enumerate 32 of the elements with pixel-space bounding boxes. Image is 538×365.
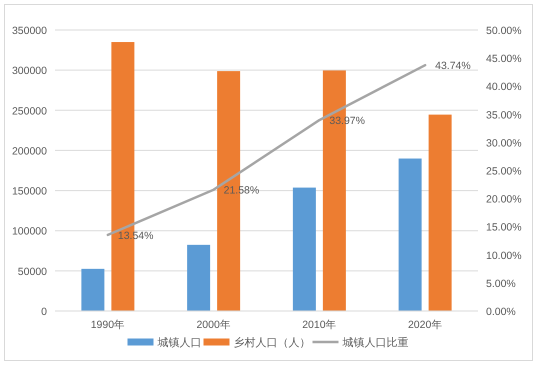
data-label: 43.74%: [435, 60, 471, 72]
bar: [292, 188, 316, 311]
legend-label: 城镇人口: [156, 336, 202, 349]
x-tick-label: 2010年: [302, 319, 337, 331]
bar: [81, 268, 104, 311]
y2-tick-label: 30.00%: [486, 137, 522, 150]
y2-tick-label: 15.00%: [486, 222, 522, 234]
legend-label: 乡村人口（人）: [234, 336, 310, 349]
y-tick-label: 100000: [12, 226, 48, 238]
y-tick-label: 300000: [12, 65, 48, 78]
x-tick-label: 1990年: [90, 319, 126, 331]
y2-tick-label: 10.00%: [486, 250, 522, 262]
y-tick-label: 0: [41, 306, 48, 318]
bar: [187, 244, 210, 311]
x-tick-label: 2000年: [196, 319, 231, 331]
y2-tick-label: 25.00%: [486, 166, 522, 178]
y-tick-label: 250000: [12, 105, 48, 118]
bar: [428, 114, 452, 311]
y2-tick-label: 50.00%: [486, 25, 522, 37]
y-tick-label: 200000: [12, 145, 48, 158]
y2-tick-label: 40.00%: [486, 81, 522, 94]
y2-tick-label: 20.00%: [486, 194, 522, 206]
y2-tick-label: 45.00%: [486, 53, 522, 66]
y2-tick-label: 0.00%: [486, 306, 516, 318]
y-tick-label: 150000: [12, 186, 48, 198]
y-tick-label: 50000: [18, 266, 48, 278]
legend-label: 城镇人口比重: [342, 336, 408, 349]
x-tick-label: 2020年: [408, 319, 442, 331]
y-tick-label: 350000: [12, 25, 48, 37]
y2-tick-label: 35.00%: [486, 109, 522, 122]
bar: [398, 158, 422, 311]
y2-tick-label: 5.00%: [486, 278, 516, 290]
